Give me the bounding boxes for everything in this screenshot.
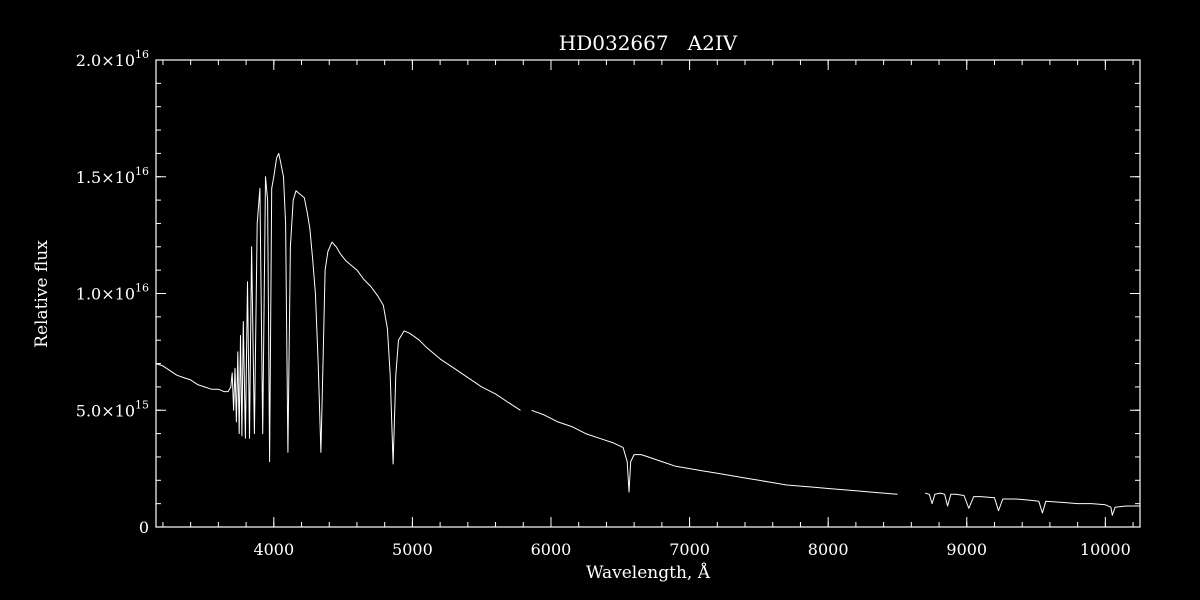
y-tick-label: 0 [139, 518, 149, 537]
y-tick-mantissa: 1.5×10 [76, 168, 135, 187]
y-tick-exponent: 15 [135, 398, 149, 411]
spectrum-segment-2 [531, 409, 898, 495]
y-axis-label: Relative flux [32, 240, 52, 348]
y-tick-mantissa: 0 [139, 518, 149, 537]
x-tick-label: 9000 [946, 540, 987, 559]
x-tick-label: 8000 [808, 540, 849, 559]
y-tick-label: 5.0×1015 [76, 398, 149, 420]
y-tick-exponent: 16 [135, 282, 149, 295]
y-tick-exponent: 16 [135, 48, 149, 61]
x-tick-label: 5000 [392, 540, 433, 559]
chart-title: HD032667 A2IV [559, 31, 738, 55]
plot-area [155, 152, 1140, 516]
x-tick-label: 6000 [531, 540, 572, 559]
x-tick-label: 7000 [669, 540, 710, 559]
x-tick-label: 4000 [253, 540, 294, 559]
y-tick-mantissa: 1.0×10 [76, 285, 135, 304]
x-axis-label: Wavelength, Å [586, 562, 711, 583]
y-tick-exponent: 16 [135, 165, 149, 178]
y-tick-mantissa: 2.0×10 [76, 51, 135, 70]
x-tick-label: 10000 [1080, 540, 1131, 559]
y-tick-label: 1.5×1016 [76, 165, 149, 187]
y-tick-label: 1.0×1016 [76, 282, 149, 304]
spectrum-segment-1 [155, 152, 521, 465]
y-tick-label: 2.0×1016 [76, 48, 149, 70]
spectrum-segment-3 [925, 492, 1140, 516]
plot-frame [155, 59, 1141, 528]
y-tick-mantissa: 5.0×10 [76, 401, 135, 420]
